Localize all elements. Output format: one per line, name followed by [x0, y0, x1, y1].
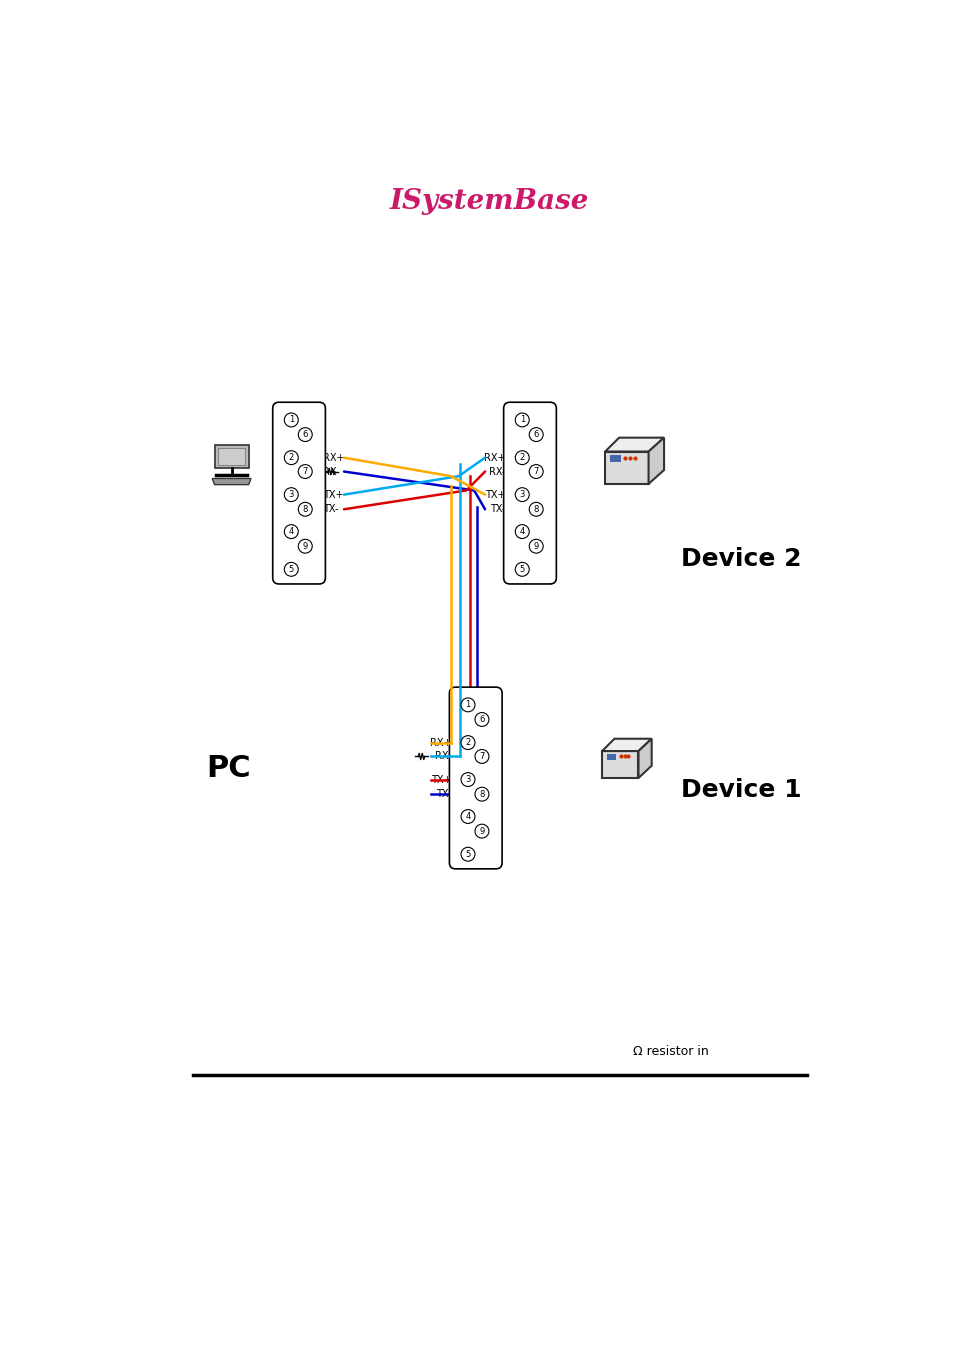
Circle shape: [298, 464, 312, 478]
Text: TX-: TX-: [436, 790, 452, 799]
Polygon shape: [212, 478, 251, 485]
Text: 8: 8: [302, 505, 308, 514]
Text: TX+: TX+: [431, 775, 452, 784]
Text: RX-: RX-: [323, 467, 339, 477]
Circle shape: [529, 539, 542, 553]
Text: 9: 9: [302, 541, 308, 551]
Text: 9: 9: [478, 826, 484, 836]
Text: 6: 6: [478, 716, 484, 724]
Circle shape: [515, 563, 529, 576]
Text: ⅠSystemBase: ⅠSystemBase: [389, 188, 588, 215]
Circle shape: [515, 525, 529, 539]
Polygon shape: [604, 437, 663, 451]
Text: 2: 2: [465, 738, 470, 747]
Text: TX+: TX+: [323, 490, 343, 500]
Circle shape: [529, 428, 542, 441]
Circle shape: [460, 736, 475, 749]
Polygon shape: [601, 751, 638, 778]
Circle shape: [284, 451, 298, 464]
Polygon shape: [648, 437, 663, 483]
Polygon shape: [601, 738, 651, 751]
Text: 1: 1: [465, 701, 470, 709]
Text: 6: 6: [533, 431, 538, 439]
Text: 3: 3: [519, 490, 524, 500]
Text: 3: 3: [289, 490, 294, 500]
Circle shape: [475, 787, 488, 801]
Circle shape: [529, 464, 542, 478]
Text: RX+: RX+: [430, 737, 452, 748]
Text: 4: 4: [465, 811, 470, 821]
Polygon shape: [218, 448, 245, 464]
Circle shape: [298, 502, 312, 516]
Text: 7: 7: [533, 467, 538, 477]
FancyBboxPatch shape: [449, 687, 501, 869]
Polygon shape: [214, 444, 249, 467]
Text: 6: 6: [302, 431, 308, 439]
Circle shape: [475, 825, 488, 838]
Text: TX+: TX+: [485, 490, 505, 500]
Circle shape: [298, 539, 312, 553]
FancyBboxPatch shape: [606, 755, 616, 760]
Text: 5: 5: [465, 849, 470, 859]
Circle shape: [529, 502, 542, 516]
Circle shape: [475, 713, 488, 726]
Text: 3: 3: [465, 775, 470, 784]
Text: RX+: RX+: [484, 452, 505, 463]
Text: 5: 5: [289, 564, 294, 574]
Circle shape: [284, 487, 298, 502]
Circle shape: [284, 563, 298, 576]
Text: 4: 4: [519, 526, 524, 536]
FancyBboxPatch shape: [273, 402, 325, 585]
Text: Ω resistor in: Ω resistor in: [633, 1045, 708, 1058]
Text: TX-: TX-: [323, 505, 338, 514]
Circle shape: [515, 413, 529, 427]
Circle shape: [284, 413, 298, 427]
Circle shape: [284, 525, 298, 539]
Text: Device 2: Device 2: [680, 547, 801, 571]
Text: 9: 9: [533, 541, 538, 551]
Text: 2: 2: [519, 454, 524, 462]
Circle shape: [515, 487, 529, 502]
Text: Device 1: Device 1: [680, 778, 801, 802]
Text: 8: 8: [478, 790, 484, 799]
Text: 2: 2: [289, 454, 294, 462]
Text: 7: 7: [478, 752, 484, 761]
Text: 5: 5: [519, 564, 524, 574]
Text: 8: 8: [533, 505, 538, 514]
Circle shape: [460, 810, 475, 824]
Text: 7: 7: [302, 467, 308, 477]
Text: 1: 1: [519, 416, 524, 424]
Text: RX-: RX-: [435, 752, 452, 761]
Circle shape: [460, 848, 475, 861]
Circle shape: [460, 698, 475, 711]
Text: TX-: TX-: [490, 505, 505, 514]
FancyBboxPatch shape: [503, 402, 556, 585]
Text: 4: 4: [289, 526, 294, 536]
Text: RX-: RX-: [489, 467, 505, 477]
Circle shape: [298, 428, 312, 441]
Polygon shape: [604, 451, 648, 483]
FancyBboxPatch shape: [609, 455, 620, 462]
Circle shape: [460, 772, 475, 787]
Polygon shape: [638, 738, 651, 778]
Text: RX+: RX+: [323, 452, 344, 463]
Text: 1: 1: [289, 416, 294, 424]
Circle shape: [515, 451, 529, 464]
Text: PC: PC: [206, 753, 251, 783]
Circle shape: [475, 749, 488, 763]
